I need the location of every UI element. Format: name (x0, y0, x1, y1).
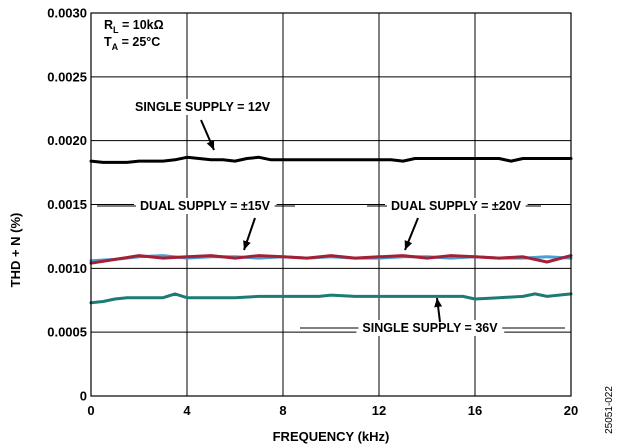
y-tick-label: 0.0005 (47, 325, 87, 340)
y-tick-label: 0.0030 (47, 6, 87, 21)
tick-labels: 0 0.0005 0.0010 0.0015 0.0020 0.0025 0.0030 0 4 8… (47, 6, 578, 419)
plot-frame (90, 12, 572, 397)
y-axis-label: THD + N (%) (8, 213, 23, 288)
series-line-dual20 (89, 254, 573, 265)
data-series (89, 155, 573, 305)
figure-id: 25051-022 (604, 386, 615, 434)
annotation-single12: SINGLE SUPPLY = 12V (135, 100, 271, 114)
annotations: SINGLE SUPPLY = 12V DUAL SUPPLY = ±15V DUA… (97, 99, 565, 336)
x-tick-label: 20 (564, 403, 578, 418)
annotation-dual20: DUAL SUPPLY = ±20V (391, 199, 522, 213)
y-tick-label: 0.0010 (47, 261, 87, 276)
annotation-bg (134, 198, 277, 214)
series-line-single36 (89, 292, 573, 305)
y-tick-label: 0 (80, 389, 87, 404)
annotation-single36: SINGLE SUPPLY = 36V (362, 321, 498, 335)
annotation-bg (129, 99, 277, 115)
y-tick-label: 0.0015 (47, 197, 87, 212)
condition-ta: TA = 25°C (104, 35, 160, 52)
x-tick-label: 0 (87, 403, 94, 418)
x-tick-label: 16 (468, 403, 482, 418)
series-line-single12 (89, 155, 573, 164)
x-tick-label: 4 (183, 403, 191, 418)
annotation-arrowhead (404, 240, 413, 250)
y-tick-label: 0.0020 (47, 133, 87, 148)
annotation-arrowhead (243, 240, 251, 250)
x-axis-label: FREQUENCY (kHz) (273, 429, 390, 444)
x-tick-label: 12 (372, 403, 386, 418)
annotation-bg (385, 198, 528, 214)
annotation-dual15: DUAL SUPPLY = ±15V (140, 199, 271, 213)
x-tick-label: 8 (279, 403, 286, 418)
annotation-bg (356, 320, 505, 336)
y-tick-label: 0.0025 (47, 69, 87, 84)
annotation-arrowhead (434, 298, 443, 308)
annotation-arrowhead (206, 140, 215, 150)
condition-rl: RL = 10kΩ (104, 18, 164, 35)
